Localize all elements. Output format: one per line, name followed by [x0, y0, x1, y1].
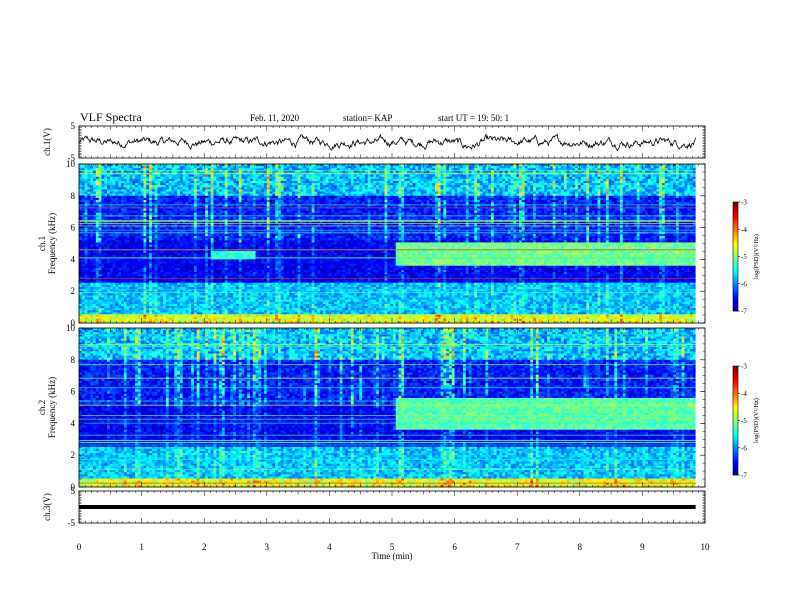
x-tick-label: 4 — [327, 542, 332, 552]
colorbar-1 — [733, 202, 738, 311]
colorbar-tick-label: -7 — [741, 308, 747, 316]
ch1-waveform-line — [79, 134, 696, 150]
y-tick-label: 4 — [71, 254, 76, 264]
colorbar-tick-label: -4 — [741, 226, 747, 234]
colorbar-tick-label: -7 — [741, 472, 747, 480]
y-tick-label: 5 — [71, 486, 76, 496]
y-tick-label: 10 — [66, 159, 76, 169]
colorbar-tick-label: -6 — [741, 280, 747, 288]
y-axis-label: ch.1(V) — [42, 128, 52, 156]
spectrogram-1-image — [79, 164, 696, 323]
colorbar-label: log(PSD)(V²/Hz) — [753, 398, 760, 443]
y-axis-label: ch.3(V) — [42, 493, 52, 521]
x-tick-label: 0 — [77, 542, 82, 552]
y-tick-label: 2 — [71, 450, 76, 460]
x-tick-label: 6 — [452, 542, 457, 552]
y-tick-label: -5 — [68, 518, 76, 528]
y-tick-label: 6 — [71, 223, 76, 233]
x-tick-label: 9 — [640, 542, 645, 552]
x-axis-label: Time (min) — [372, 551, 413, 561]
y-tick-label: 4 — [71, 418, 76, 428]
y-tick-label: 10 — [66, 323, 76, 333]
x-tick-label: 10 — [701, 542, 711, 552]
x-tick-label: 1 — [139, 542, 144, 552]
y-axis-label: ch.1 — [37, 236, 47, 251]
x-tick-label: 3 — [265, 542, 270, 552]
colorbar-tick-label: -4 — [741, 390, 747, 398]
spectrogram-2-image — [79, 328, 696, 487]
colorbar-tick-label: -5 — [741, 417, 747, 425]
y-tick-label: 6 — [71, 387, 76, 397]
x-tick-label: 2 — [202, 542, 207, 552]
y-tick-label: 2 — [71, 286, 76, 296]
colorbar-tick-label: -5 — [741, 253, 747, 261]
colorbar-tick-label: -6 — [741, 444, 747, 452]
colorbar-label: log(PSD)(V²/Hz) — [753, 234, 760, 279]
x-tick-label: 7 — [515, 542, 520, 552]
y-axis-label: Frequency (kHz) — [47, 213, 57, 274]
colorbar-2 — [733, 366, 738, 475]
y-tick-label: 8 — [71, 355, 76, 365]
x-tick-label: 8 — [578, 542, 583, 552]
y-axis-label: Frequency (kHz) — [47, 377, 57, 438]
colorbar-tick-label: -3 — [741, 199, 747, 207]
y-tick-label: 5 — [71, 121, 76, 131]
y-tick-label: 8 — [71, 191, 76, 201]
colorbar-tick-label: -3 — [741, 363, 747, 371]
y-axis-label: ch.2 — [37, 400, 47, 415]
